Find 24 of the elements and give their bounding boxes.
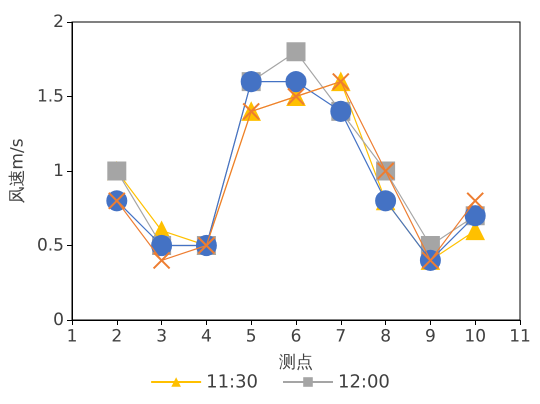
x-tick-label: 11 xyxy=(509,326,531,346)
point xyxy=(286,71,306,92)
point xyxy=(466,192,484,210)
x-tick-label: 10 xyxy=(464,326,486,346)
x-tick-label: 2 xyxy=(111,326,122,346)
x-tick-label: 1 xyxy=(66,326,78,346)
x-tick-label: 5 xyxy=(246,326,257,346)
x-axis-title: 测点 xyxy=(279,352,313,372)
legend-label: 12:00 xyxy=(338,372,390,392)
x-tick-label: 4 xyxy=(200,326,212,346)
y-tick-label: 2 xyxy=(53,12,64,32)
legend-label: 11:30 xyxy=(206,372,258,392)
x-tick-label: 9 xyxy=(424,326,436,346)
x-tick-label: 6 xyxy=(290,326,302,346)
y-tick-label: 1.5 xyxy=(36,86,64,106)
point xyxy=(286,42,306,62)
x-tick-label: 8 xyxy=(380,326,392,346)
point xyxy=(152,251,171,270)
x-tick-label: 3 xyxy=(156,326,168,346)
y-tick-label: 0 xyxy=(53,310,64,330)
x-tick-label: 7 xyxy=(335,326,346,346)
y-axis-title: 风速m/s xyxy=(8,138,28,204)
y-tick-label: 1 xyxy=(53,161,64,181)
y-tick-label: 0.5 xyxy=(36,236,64,256)
